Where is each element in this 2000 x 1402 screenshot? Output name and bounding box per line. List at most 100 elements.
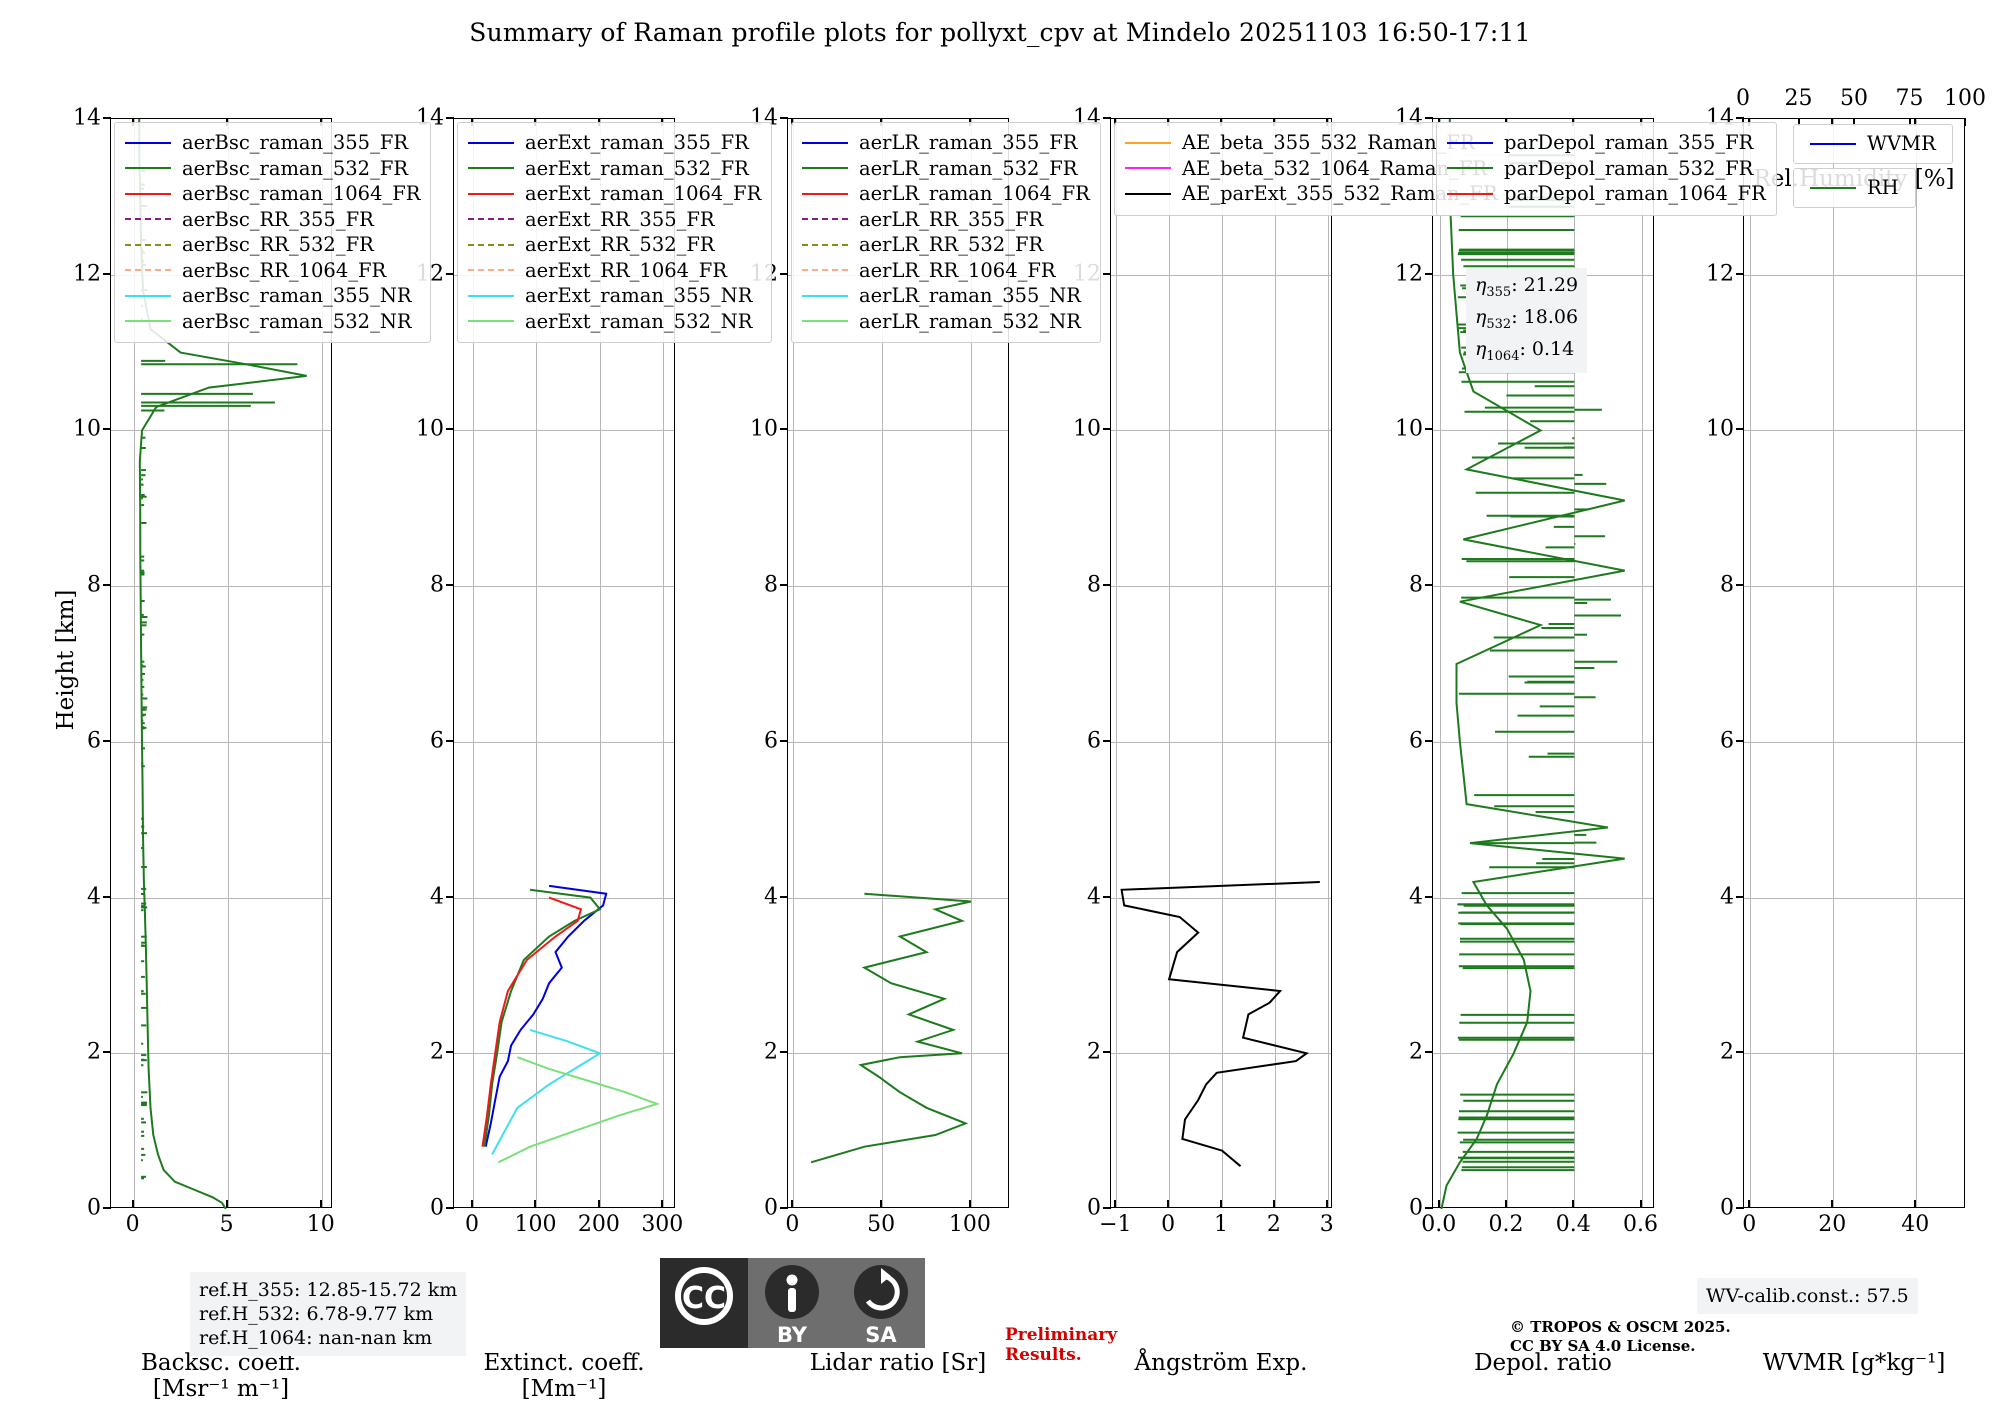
legend-wvmr-rh-wvmr[interactable]: WVMR	[1793, 124, 1953, 164]
legend-item[interactable]: aerLR_RR_355_FR	[802, 207, 1090, 233]
legend-item[interactable]: WVMR	[1810, 131, 1936, 157]
legend-color-swatch-icon	[802, 243, 848, 246]
legend-item[interactable]: aerExt_RR_355_FR	[468, 207, 761, 233]
legend-color-swatch-icon	[468, 294, 514, 297]
y-tick-mark	[103, 1051, 111, 1054]
gridline-h	[1111, 274, 1331, 276]
gridline-h	[788, 1053, 1008, 1055]
legend-lidar-ratio[interactable]: aerLR_raman_355_FR aerLR_raman_532_FR aerL…	[791, 122, 1101, 343]
gridline-h	[111, 1053, 331, 1055]
legend-label: aerBsc_raman_1064_FR	[182, 182, 421, 205]
cc-by-sa-license-badge: CC BY SA	[660, 1258, 925, 1348]
y-tick-label: 2	[430, 1039, 444, 1065]
legend-item[interactable]: aerBsc_raman_355_FR	[125, 130, 420, 156]
series-aerLR_raman_532_FR	[810, 892, 972, 1164]
x-axis-label-lidar-ratio: Lidar ratio [Sr]	[809, 1350, 987, 1376]
legend-item[interactable]: aerBsc_RR_355_FR	[125, 207, 420, 233]
x-tick-mark	[1167, 1200, 1170, 1208]
y-tick-label: 4	[1087, 884, 1101, 910]
gridline-h	[788, 586, 1008, 588]
legend-item[interactable]: RH	[1810, 175, 1899, 201]
legend-item[interactable]: aerLR_raman_532_FR	[802, 156, 1090, 182]
legend-color-swatch-icon	[125, 243, 171, 246]
legend-item[interactable]: parDepol_raman_1064_FR	[1447, 181, 1766, 207]
x-tick-mark	[1572, 1200, 1575, 1208]
y-tick-label: 10	[1073, 416, 1101, 442]
x-tick-label: 0.6	[1623, 1212, 1659, 1237]
legend-item[interactable]: aerBsc_raman_355_NR	[125, 283, 420, 309]
gridline-h	[1744, 274, 1964, 276]
legend-extinction[interactable]: aerExt_raman_355_FR aerExt_raman_532_FR ae…	[457, 122, 773, 343]
legend-item[interactable]: aerBsc_RR_532_FR	[125, 232, 420, 258]
y-tick-label: 6	[87, 728, 101, 754]
legend-item[interactable]: aerLR_RR_1064_FR	[802, 258, 1090, 284]
y-tick-mark	[103, 1207, 111, 1209]
gridline-v	[1916, 119, 1918, 1207]
legend-item[interactable]: aerLR_raman_355_FR	[802, 130, 1090, 156]
legend-color-swatch-icon	[125, 141, 171, 144]
legend-item[interactable]: aerExt_raman_532_NR	[468, 309, 761, 335]
legend-item[interactable]: aerLR_RR_532_FR	[802, 232, 1090, 258]
legend-item[interactable]: aerLR_raman_1064_FR	[802, 181, 1090, 207]
x-tick-mark	[1914, 1200, 1917, 1208]
legend-item[interactable]: aerBsc_raman_1064_FR	[125, 181, 420, 207]
legend-item[interactable]: aerExt_raman_355_NR	[468, 283, 761, 309]
x-tick-mark	[597, 1200, 600, 1208]
gridline-v	[473, 119, 475, 1207]
x-tick-mark	[319, 1200, 322, 1208]
legend-label: aerLR_raman_1064_FR	[859, 182, 1090, 205]
y-tick-mark	[1425, 272, 1433, 275]
legend-label: AE_beta_532_1064_Raman_FR	[1182, 156, 1488, 180]
gridline-h	[454, 1053, 674, 1055]
eta-1064: η1064: 0.14	[1475, 337, 1575, 364]
x-tick-label: 5	[219, 1212, 234, 1237]
legend-item[interactable]: aerExt_RR_1064_FR	[468, 258, 761, 284]
legend-backscatter[interactable]: aerBsc_raman_355_FR aerBsc_raman_532_FR ae…	[114, 122, 432, 343]
legend-depol[interactable]: parDepol_raman_355_FR parDepol_raman_532_…	[1436, 122, 1777, 216]
y-tick-label: 2	[1720, 1039, 1734, 1065]
gridline-v	[536, 119, 538, 1207]
x-tick-label: 100	[948, 1212, 991, 1237]
legend-item[interactable]: aerExt_RR_532_FR	[468, 232, 761, 258]
legend-item[interactable]: aerBsc_raman_532_NR	[125, 309, 420, 335]
legend-item[interactable]: aerLR_raman_532_NR	[802, 309, 1090, 335]
legend-item[interactable]: parDepol_raman_532_FR	[1447, 156, 1766, 182]
top-tick-label: 100	[1944, 86, 1986, 111]
legend-item[interactable]: aerExt_raman_1064_FR	[468, 181, 761, 207]
legend-item[interactable]: AE_parExt_355_532_Raman_FR	[1125, 181, 1498, 207]
y-tick-mark	[1425, 584, 1433, 587]
gridline-v	[1833, 119, 1835, 1207]
gridline-h	[111, 430, 331, 432]
legend-item[interactable]: parDepol_raman_355_FR	[1447, 130, 1766, 156]
y-tick-label: 6	[1720, 728, 1734, 754]
legend-wvmr-rh-rh[interactable]: RH	[1793, 168, 1916, 208]
legend-item[interactable]: aerExt_raman_532_FR	[468, 156, 761, 182]
legend-label: aerExt_raman_355_FR	[525, 131, 749, 154]
y-tick-label: 0	[1409, 1195, 1423, 1221]
top-tick-label: 25	[1784, 86, 1813, 111]
legend-label: WVMR	[1867, 132, 1936, 155]
y-tick-label: 10	[73, 416, 101, 442]
y-tick-mark	[103, 895, 111, 898]
y-tick-label: 10	[750, 416, 778, 442]
legend-color-swatch-icon	[125, 167, 171, 170]
gridline-v	[1439, 119, 1441, 1207]
gridline-v	[1641, 119, 1643, 1207]
legend-label: aerBsc_RR_1064_FR	[182, 258, 387, 282]
legend-item[interactable]: aerLR_raman_355_NR	[802, 283, 1090, 309]
x-tick-label: 0	[1161, 1212, 1176, 1237]
legend-item[interactable]: aerBsc_RR_1064_FR	[125, 258, 420, 284]
y-tick-mark	[1103, 739, 1111, 742]
legend-item[interactable]: aerBsc_raman_532_FR	[125, 156, 420, 182]
data-curves-lidar-ratio	[810, 892, 972, 1164]
x-tick-label: 0	[1742, 1212, 1757, 1237]
legend-label: aerBsc_RR_355_FR	[182, 207, 374, 231]
panel-backscatter: 0 2 4 6 8 10 12 14 Backsc. coeff. [Msr⁻¹ m⁻¹] aer…	[73, 106, 432, 1402]
legend-item[interactable]: aerExt_raman_355_FR	[468, 130, 761, 156]
legend-item[interactable]: AE_beta_532_1064_Raman_FR	[1125, 156, 1498, 182]
y-tick-label: 2	[764, 1039, 778, 1065]
legend-label: aerExt_raman_355_NR	[525, 284, 753, 307]
legend-item[interactable]: AE_beta_355_532_Raman_FR	[1125, 130, 1498, 156]
legend-label: RH	[1867, 176, 1899, 199]
y-tick-mark	[446, 428, 454, 431]
